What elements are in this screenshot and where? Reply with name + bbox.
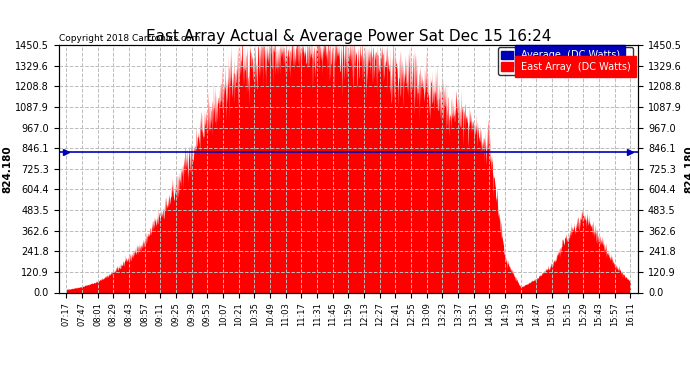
Y-axis label: 824.180: 824.180 bbox=[2, 145, 12, 193]
Text: Copyright 2018 Cartronics.com: Copyright 2018 Cartronics.com bbox=[59, 33, 200, 42]
Y-axis label: 824.180: 824.180 bbox=[684, 145, 690, 193]
Legend: Average  (DC Watts), East Array  (DC Watts): Average (DC Watts), East Array (DC Watts… bbox=[498, 47, 633, 75]
Title: East Array Actual & Average Power Sat Dec 15 16:24: East Array Actual & Average Power Sat De… bbox=[146, 29, 551, 44]
